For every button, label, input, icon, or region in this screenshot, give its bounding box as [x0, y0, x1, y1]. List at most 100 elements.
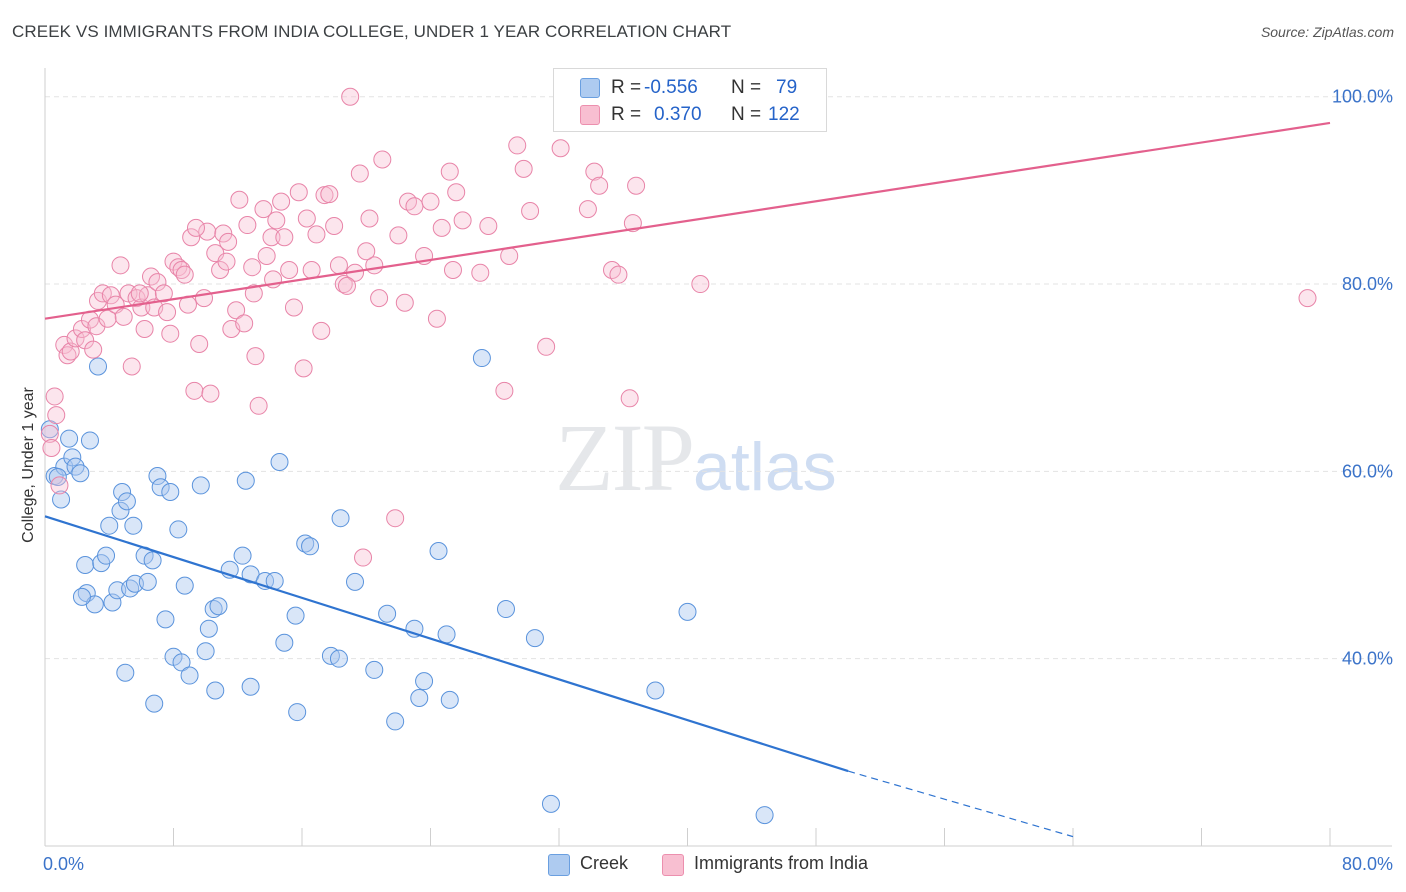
- india-point: [244, 284, 263, 303]
- india-point: [101, 286, 120, 305]
- india-point: [254, 200, 273, 219]
- india-point: [551, 139, 570, 158]
- india-point: [337, 276, 356, 295]
- india-point: [55, 335, 74, 354]
- legend-n-value: 122: [768, 104, 800, 125]
- creek-point: [646, 681, 665, 700]
- creek-point: [209, 597, 228, 616]
- india-point: [238, 216, 257, 235]
- legend-r-label: R =: [611, 104, 642, 125]
- creek-point: [111, 501, 130, 520]
- india-point: [386, 509, 405, 528]
- india-point: [537, 337, 556, 356]
- y-tick-label: 60.0%: [1342, 461, 1393, 481]
- creek-point: [365, 660, 384, 679]
- creek-point: [199, 619, 218, 638]
- creek-point: [100, 516, 119, 535]
- india-point: [249, 396, 268, 415]
- x-tick-label-max: 80.0%: [1342, 854, 1393, 874]
- india-point: [135, 320, 154, 339]
- india-point: [182, 228, 201, 247]
- india-point: [405, 197, 424, 216]
- creek-point: [386, 712, 405, 731]
- creek-point: [525, 629, 544, 648]
- legend-r-value: -0.556: [644, 77, 698, 98]
- creek-point: [331, 509, 350, 528]
- creek-point: [71, 464, 90, 483]
- creek-point: [175, 576, 194, 595]
- creek-point: [180, 666, 199, 685]
- legend-n-label: N =: [731, 104, 762, 125]
- india-point: [691, 275, 710, 294]
- legend-r-value: 0.370: [654, 104, 702, 125]
- india-point: [514, 159, 533, 178]
- india-point: [50, 476, 69, 495]
- india-point: [190, 334, 209, 353]
- india-point: [302, 261, 321, 279]
- creek-point: [296, 534, 315, 553]
- legend-swatch-creek: [580, 78, 600, 98]
- india-point: [603, 261, 622, 279]
- india-point: [262, 228, 281, 247]
- india-point: [161, 324, 180, 343]
- india-point: [186, 218, 205, 237]
- creek-point: [148, 467, 167, 486]
- creek-point: [410, 689, 429, 708]
- creek-point: [60, 429, 79, 448]
- india-point: [87, 317, 106, 336]
- india-point: [175, 265, 194, 284]
- creek-point: [437, 625, 456, 644]
- india-point: [294, 359, 313, 378]
- india-point: [284, 298, 303, 317]
- creek-point: [241, 677, 260, 696]
- india-point: [334, 275, 353, 294]
- india-point: [122, 357, 141, 376]
- creek-point: [206, 681, 225, 700]
- india-point: [360, 209, 379, 228]
- india-point: [280, 261, 299, 279]
- creek-point: [678, 602, 697, 621]
- india-point: [111, 256, 130, 275]
- creek-point: [378, 604, 397, 623]
- watermark: ZIPatlas: [555, 402, 837, 513]
- creek-point: [117, 492, 136, 511]
- india-point: [243, 258, 262, 277]
- legend-n-value: 79: [776, 77, 798, 98]
- creek-point: [236, 471, 255, 490]
- india-point: [320, 185, 339, 204]
- india-point: [620, 389, 639, 408]
- bottom-legend: Creek Immigrants from India: [0, 852, 1406, 878]
- india-point: [267, 211, 286, 230]
- creek-point: [156, 610, 175, 629]
- india-point: [201, 384, 220, 403]
- creek-point: [138, 572, 157, 591]
- india-point: [272, 192, 291, 211]
- india-point: [354, 548, 373, 567]
- india-point: [130, 284, 149, 303]
- creek-point: [191, 476, 210, 495]
- creek-point: [151, 478, 170, 497]
- india-point: [217, 252, 236, 271]
- india-point: [169, 258, 188, 277]
- india-point: [585, 162, 604, 181]
- india-point: [329, 256, 348, 275]
- india-point: [389, 226, 408, 245]
- creek-point: [415, 672, 434, 691]
- creek-point: [270, 453, 289, 471]
- india-point: [350, 164, 369, 183]
- india-point: [45, 387, 64, 406]
- india-point: [471, 263, 490, 282]
- india-point: [42, 438, 61, 457]
- legend-swatch-india: [580, 105, 600, 125]
- india-point: [230, 190, 249, 209]
- india-point: [395, 293, 414, 312]
- india-point: [275, 228, 294, 247]
- creek-point: [204, 600, 223, 619]
- creek-point: [169, 520, 188, 539]
- india-point: [198, 222, 217, 241]
- creek-point: [346, 572, 365, 591]
- creek-point: [80, 431, 99, 450]
- creek-point: [196, 642, 215, 661]
- india-point: [1298, 289, 1317, 308]
